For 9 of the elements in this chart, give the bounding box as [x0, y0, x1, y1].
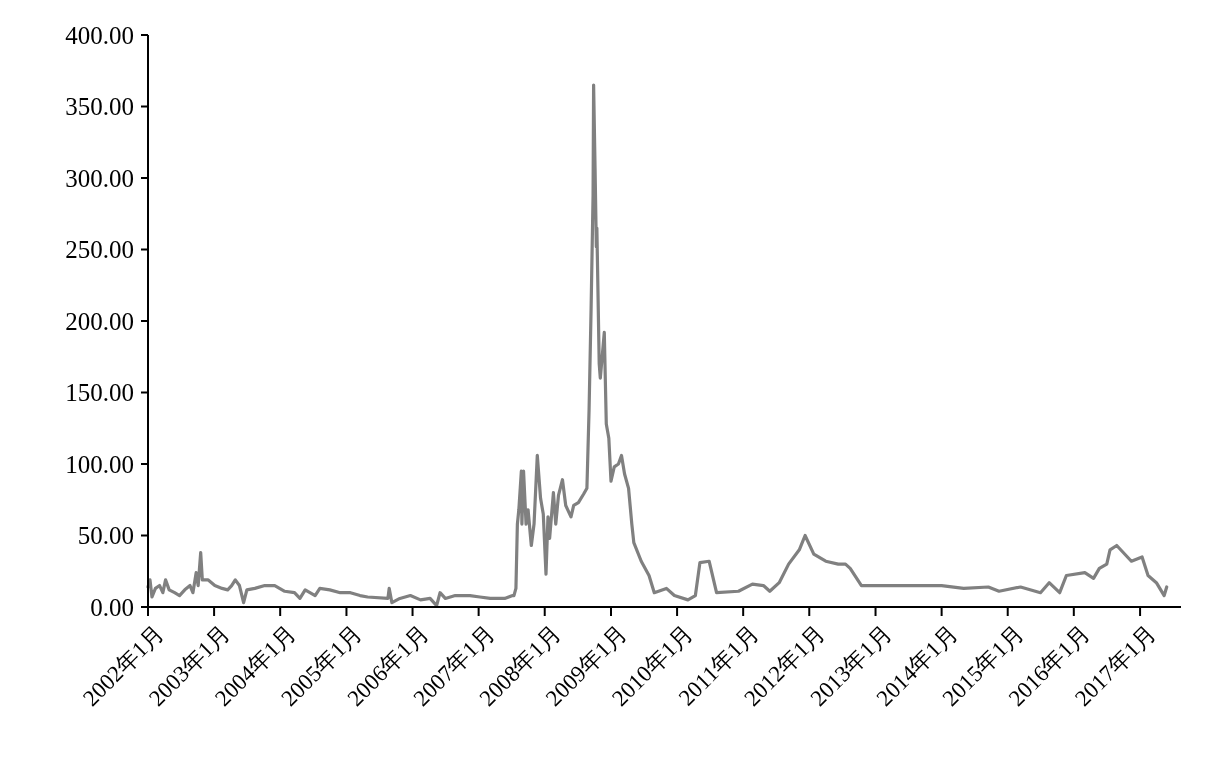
y-tick-label: 0.00	[90, 593, 134, 621]
y-tick-label: 100.00	[65, 450, 134, 478]
y-tick-label: 300.00	[65, 164, 134, 192]
y-tick-label: 50.00	[77, 522, 134, 549]
y-tick-label: 250.00	[65, 236, 134, 263]
y-tick-label: 150.00	[65, 379, 134, 406]
y-tick-label: 200.00	[65, 307, 134, 335]
y-tick-label: 350.00	[65, 93, 134, 120]
y-tick-label: 400.00	[65, 21, 134, 49]
